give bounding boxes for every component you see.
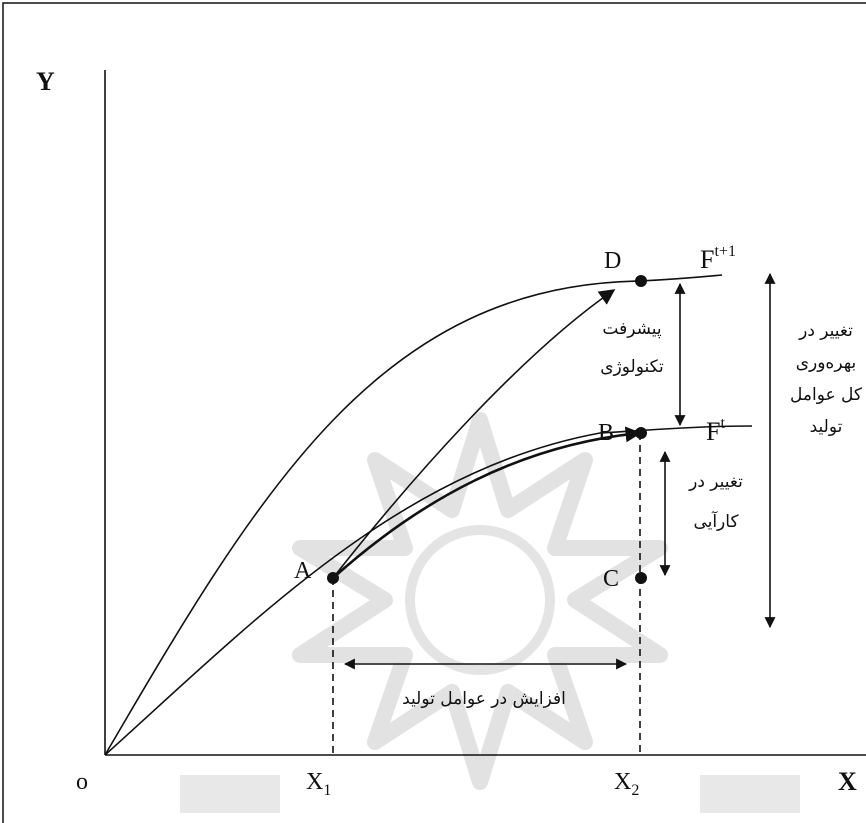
point-a: [327, 572, 339, 584]
annotation-technology-line2: تکنولوژی: [600, 357, 664, 377]
curve-upper-label: Ft+1: [700, 243, 736, 274]
y-axis-label: Y: [36, 67, 55, 96]
label-a: A: [294, 558, 312, 584]
annotation-technology-line1: پیشرفت: [602, 319, 661, 339]
label-b: B: [598, 420, 614, 446]
annotation-inputs: افزایش در عوامل تولید: [402, 689, 566, 709]
annotation-tfp-line4: تولید: [810, 417, 843, 437]
origin-label: o: [76, 769, 88, 795]
annotation-tfp-line1: تغییر در: [798, 321, 853, 341]
segment-a-to-b: [332, 426, 642, 579]
curve-lower-label: Ft: [706, 415, 725, 446]
point-d: [635, 275, 647, 287]
x-axis-label: X: [838, 767, 857, 796]
point-b: [635, 427, 647, 439]
annotation-tfp-line3: کل عوامل: [790, 385, 863, 405]
annotation-efficiency-line2: کارآیی: [693, 510, 739, 532]
tick-x1: X1: [306, 769, 331, 799]
label-d: D: [604, 248, 621, 274]
annotation-tfp-line2: بهره‌وری: [796, 353, 857, 373]
curve-lower-frontier: [104, 425, 753, 756]
tick-x2: X2: [614, 769, 639, 799]
point-c: [635, 572, 647, 584]
arrow-a-to-d: [332, 289, 616, 579]
label-c: C: [603, 566, 619, 592]
annotation-efficiency-line1: تغییر در: [688, 472, 743, 492]
curve-upper-frontier: [104, 274, 723, 756]
